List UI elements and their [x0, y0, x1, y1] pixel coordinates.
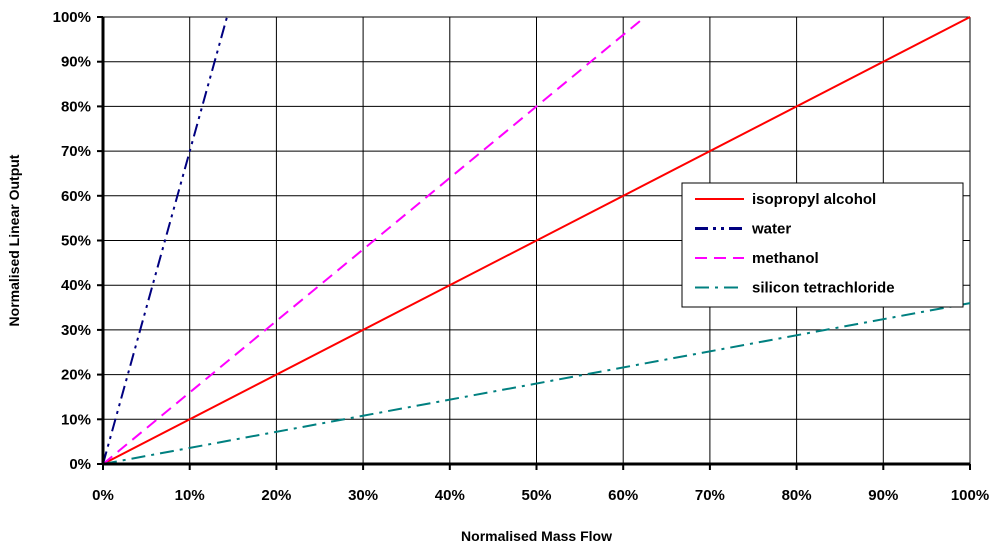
legend-box: [681, 182, 964, 308]
series-line-isopropyl-alcohol: [102, 16, 971, 465]
legend: isopropyl alcohol water methanol silicon te…: [681, 182, 964, 308]
x-tick-label: 30%: [348, 487, 378, 504]
y-tick-label: 100%: [53, 9, 91, 26]
y-axis-label: Normalised Linear Output: [6, 154, 22, 326]
y-tick-label: 60%: [61, 188, 91, 205]
y-tick-label: 50%: [61, 233, 91, 250]
series-lines: [102, 16, 971, 465]
x-tick-label: 100%: [951, 487, 989, 504]
y-tick-label: 0%: [69, 456, 91, 473]
y-tick-label: 40%: [61, 277, 91, 294]
tick-labels: 0% 10% 20% 30% 40% 50% 60% 70% 80% 90% 100% 0% 10% 20…: [53, 9, 990, 504]
legend-label: isopropyl alcohol: [752, 191, 876, 208]
legend-label: silicon tetrachloride: [752, 280, 895, 297]
y-tick-label: 10%: [61, 411, 91, 428]
legend-label: methanol: [752, 250, 819, 267]
series-line-water: [102, 16, 228, 465]
x-tick-label: 70%: [695, 487, 725, 504]
x-axis-label: Normalised Mass Flow: [461, 528, 612, 544]
legend-label: water: [751, 221, 791, 238]
x-tick-label: 60%: [608, 487, 638, 504]
x-tick-label: 80%: [782, 487, 812, 504]
x-tick-label: 20%: [261, 487, 291, 504]
series-line-silicon-tetrachloride: [102, 302, 971, 465]
x-tick-label: 40%: [435, 487, 465, 504]
x-tick-label: 0%: [92, 487, 114, 504]
y-tick-label: 30%: [61, 322, 91, 339]
x-tick-label: 90%: [868, 487, 898, 504]
x-tick-label: 10%: [175, 487, 205, 504]
series-line-methanol: [102, 16, 646, 465]
y-tick-label: 20%: [61, 367, 91, 384]
y-tick-label: 90%: [61, 54, 91, 71]
x-tick-label: 50%: [521, 487, 551, 504]
axes: [97, 16, 971, 470]
y-tick-label: 80%: [61, 98, 91, 115]
y-tick-label: 70%: [61, 143, 91, 160]
